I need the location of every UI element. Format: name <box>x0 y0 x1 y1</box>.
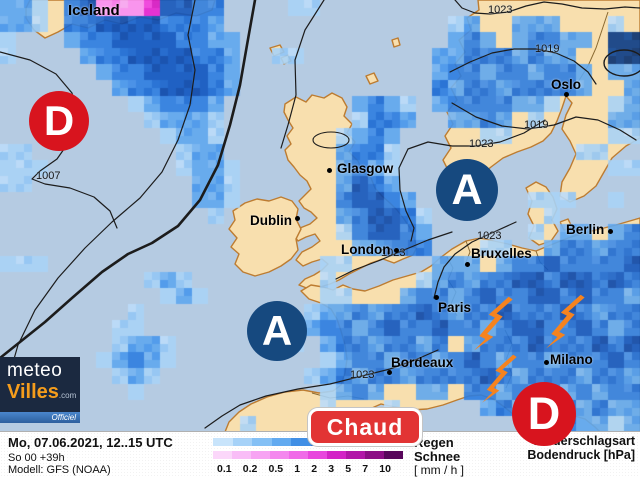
pressure-value-label: 1007 <box>36 170 61 182</box>
city-dot <box>464 261 470 267</box>
snow-scale-step <box>289 451 308 459</box>
precipitation-layer <box>0 0 640 432</box>
legend-tick: 0.5 <box>268 463 284 475</box>
city-dot <box>326 167 332 173</box>
legend-tick: 5 <box>345 463 352 475</box>
logo-meteo-text: meteo <box>7 360 63 381</box>
rain-scale-step <box>252 438 272 446</box>
pressure-value-label: 1023 <box>488 4 513 16</box>
legend-tick: 2 <box>311 463 318 475</box>
legend-tick: 3 <box>328 463 335 475</box>
legend-tick: 10 <box>379 463 391 475</box>
logo-com-suffix: .com <box>58 391 77 400</box>
isoline-1023-bruxelles <box>433 221 517 299</box>
isoline-thin <box>1 0 196 413</box>
snow-scale-step <box>384 451 403 459</box>
pressure-value-label: 1019 <box>524 119 549 131</box>
snow-scale-step <box>365 451 384 459</box>
city-dot <box>386 369 392 375</box>
city-label: Glasgow <box>337 161 394 176</box>
snow-scale-step <box>251 451 270 459</box>
isoline-1019-n <box>449 48 597 85</box>
pressure-value-label: 1019 <box>535 43 560 55</box>
rain-label: Regen <box>414 435 454 450</box>
snow-scale-step <box>346 451 365 459</box>
rain-scale-step <box>213 438 233 446</box>
city-label: Paris <box>438 300 472 315</box>
rain-scale-step <box>232 438 253 446</box>
isoline-1023-france <box>204 349 439 429</box>
meteovilles-logo: meteo Villes.com Officiel <box>0 357 80 423</box>
snow-scale-step <box>308 451 327 459</box>
isoline-scotland-loop <box>312 131 350 149</box>
snow-scale-step <box>327 451 346 459</box>
city-dot <box>393 247 399 253</box>
pressure-label: Bodendruck [hPa] <box>527 448 635 462</box>
city-label: Dublin <box>250 213 292 228</box>
lightning-icon <box>546 293 585 356</box>
pressure-value-label: 1023 <box>477 230 502 242</box>
low-pressure-icon: D <box>512 382 576 446</box>
city-dot <box>294 215 300 221</box>
snow-scale-step <box>270 451 289 459</box>
isoline-thick <box>0 0 257 360</box>
isoline-sweden-loop <box>603 49 640 77</box>
snow-label: Schnee <box>414 449 461 464</box>
unit-label: [ mm / h ] <box>414 463 465 477</box>
isoline-1023-london <box>335 231 453 280</box>
snow-scale-step <box>213 451 232 459</box>
snow-scale-gradient <box>213 451 403 459</box>
pressure-value-label: 1023 <box>381 247 406 259</box>
lightning-icon <box>482 353 518 410</box>
city-dot <box>563 91 569 97</box>
pressure-value-label: 1023 <box>350 369 375 381</box>
chaud-label: Chaud <box>326 413 404 440</box>
city-dot <box>433 294 439 300</box>
isoline-layer <box>0 0 640 429</box>
rain-scale-step <box>291 438 311 446</box>
city-label: Bordeaux <box>391 355 454 370</box>
legend-ticks: 0.1 0.2 0.5 1 2 3 5 7 10 <box>217 463 391 475</box>
legend-tick: 0.2 <box>242 463 258 475</box>
low-pressure-icon: D <box>29 91 89 151</box>
footer-run-info: So 00 +39h <box>8 452 65 464</box>
city-label: Milano <box>550 352 593 367</box>
isoline-1019-s <box>451 102 637 141</box>
logo-villes-text: Villes.com <box>7 381 77 403</box>
city-dot <box>543 359 549 365</box>
footer-model-info: Modell: GFS (NOAA) <box>8 464 111 476</box>
high-pressure-icon: A <box>436 159 498 221</box>
legend-tick: 0.1 <box>217 463 232 475</box>
lightning-icon <box>474 295 513 358</box>
logo-officiel-badge: Officiel <box>0 412 80 423</box>
high-pressure-icon: A <box>247 301 307 361</box>
pressure-value-label: 1023 <box>469 138 494 150</box>
city-dot <box>607 228 613 234</box>
city-label: London <box>341 242 391 257</box>
city-label: Bruxelles <box>471 246 532 261</box>
isoline-1023-top <box>454 0 640 15</box>
region-label: Iceland <box>68 2 120 19</box>
legend-tick: 7 <box>362 463 369 475</box>
isoline-thin <box>280 0 325 149</box>
chaud-badge: Chaud <box>308 408 422 446</box>
footer-datetime: Mo, 07.06.2021, 12..15 UTC <box>8 435 173 450</box>
weather-map: Iceland Glasgow Dublin London Oslo Berlin Brux… <box>0 0 640 446</box>
city-label: Oslo <box>551 77 582 92</box>
legend-tick: 1 <box>294 463 301 475</box>
rain-scale-step <box>271 438 292 446</box>
isoline-1007 <box>0 51 118 229</box>
city-label: Berlin <box>566 222 605 237</box>
isoline-1023-northsea <box>398 119 546 242</box>
snow-scale-step <box>232 451 251 459</box>
